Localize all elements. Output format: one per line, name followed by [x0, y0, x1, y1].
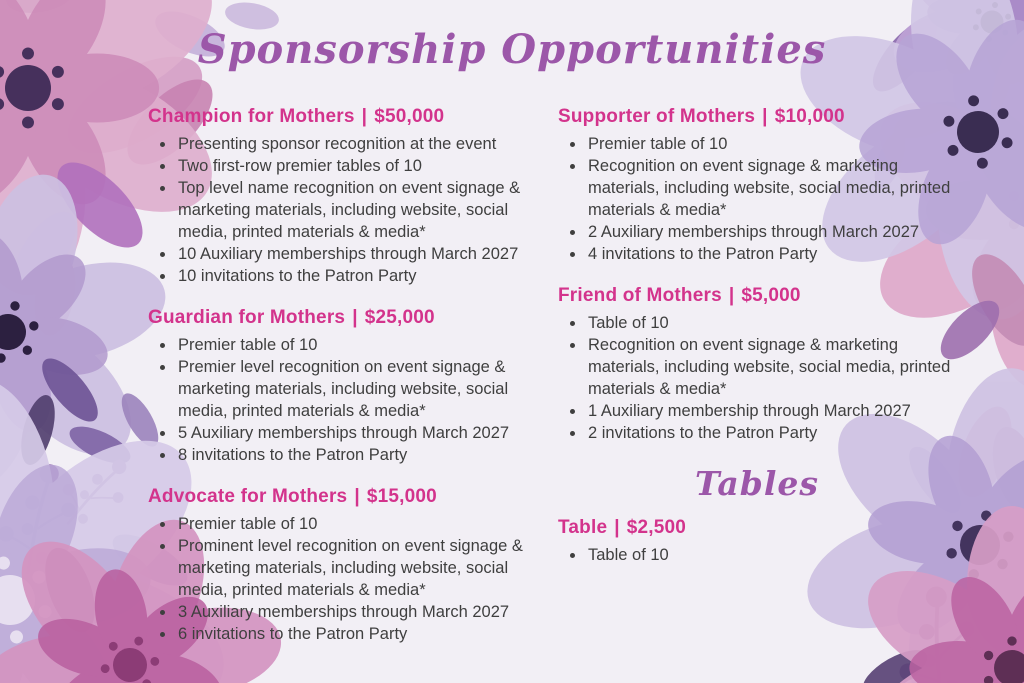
tier-name: Friend of Mothers [558, 285, 722, 306]
tier-separator: | [352, 307, 358, 328]
benefit-item: Premier table of 10 [176, 513, 562, 535]
benefit-item: Premier table of 10 [176, 334, 562, 356]
tier-separator: | [762, 106, 768, 127]
benefit-item: 4 invitations to the Patron Party [586, 243, 956, 265]
tier-header: Friend of Mothers | $5,000 [558, 285, 956, 307]
tier-separator: | [728, 285, 735, 306]
benefit-item: Top level name recognition on event sign… [176, 177, 562, 243]
tier-name: Guardian for Mothers [148, 307, 346, 328]
tier-header: Advocate for Mothers | $15,000 [148, 486, 562, 508]
benefit-item: Premier table of 10 [586, 133, 956, 155]
tier-price: $50,000 [374, 106, 445, 127]
benefit-list: Table of 10 [558, 544, 956, 566]
benefit-item: 1 Auxiliary membership through March 202… [586, 400, 956, 422]
right-column: Supporter of Mothers | $10,000 Premier tab… [558, 106, 956, 586]
benefit-item: Recognition on event signage & marketing… [586, 334, 956, 400]
tier-header: Guardian for Mothers | $25,000 [148, 307, 562, 329]
tier-section-champion: Champion for Mothers | $50,000 Presenting … [148, 106, 562, 287]
benefit-item: 6 invitations to the Patron Party [176, 623, 562, 645]
tier-name: Table [558, 517, 608, 538]
tier-header: Champion for Mothers | $50,000 [148, 106, 562, 128]
benefit-item: Table of 10 [586, 544, 956, 566]
benefit-list: Presenting sponsor recognition at the ev… [148, 133, 562, 287]
benefit-item: 8 invitations to the Patron Party [176, 444, 562, 466]
tier-name: Advocate for Mothers [148, 486, 348, 507]
benefit-item: Presenting sponsor recognition at the ev… [176, 133, 562, 155]
tier-section-table: Table | $2,500 Table of 10 [558, 517, 956, 566]
tier-header: Supporter of Mothers | $10,000 [558, 106, 956, 128]
benefit-item: Prominent level recognition on event sig… [176, 535, 562, 601]
tier-section-supporter: Supporter of Mothers | $10,000 Premier tab… [558, 106, 956, 265]
tier-separator: | [614, 517, 620, 538]
benefit-item: Premier level recognition on event signa… [176, 356, 562, 422]
left-column: Champion for Mothers | $50,000 Presenting … [148, 106, 562, 665]
page-title: Sponsorship Opportunities [197, 26, 827, 73]
benefit-list: Table of 10 Recognition on event signage… [558, 312, 956, 444]
tier-separator: | [361, 106, 368, 127]
benefit-list: Premier table of 10 Recognition on event… [558, 133, 956, 265]
tier-separator: | [354, 486, 360, 507]
tier-section-guardian: Guardian for Mothers | $25,000 Premier tab… [148, 307, 562, 466]
tier-name: Supporter of Mothers [558, 106, 756, 127]
tier-section-friend: Friend of Mothers | $5,000 Table of 10 Rec… [558, 285, 956, 444]
tier-header: Table | $2,500 [558, 517, 956, 539]
benefit-list: Premier table of 10 Prominent level reco… [148, 513, 562, 645]
benefit-item: 2 Auxiliary memberships through March 20… [586, 221, 956, 243]
benefit-item: 10 Auxiliary memberships through March 2… [176, 243, 562, 265]
benefit-list: Premier table of 10 Premier level recogn… [148, 334, 562, 466]
tier-price: $15,000 [366, 486, 437, 507]
tier-price: $5,000 [741, 285, 801, 306]
benefit-item: Recognition on event signage & marketing… [586, 155, 956, 221]
tier-name: Champion for Mothers [148, 106, 355, 127]
benefit-item: Two first-row premier tables of 10 [176, 155, 562, 177]
tier-price: $2,500 [626, 517, 687, 538]
benefit-item: 5 Auxiliary memberships through March 20… [176, 422, 562, 444]
benefit-item: 3 Auxiliary memberships through March 20… [176, 601, 562, 623]
tier-price: $10,000 [774, 106, 845, 127]
benefit-item: Table of 10 [586, 312, 956, 334]
benefit-item: 10 invitations to the Patron Party [176, 265, 562, 287]
tier-price: $25,000 [364, 307, 435, 328]
tier-section-advocate: Advocate for Mothers | $15,000 Premier tab… [148, 486, 562, 645]
benefit-item: 2 invitations to the Patron Party [586, 422, 956, 444]
tables-section-heading: Tables [695, 464, 819, 503]
